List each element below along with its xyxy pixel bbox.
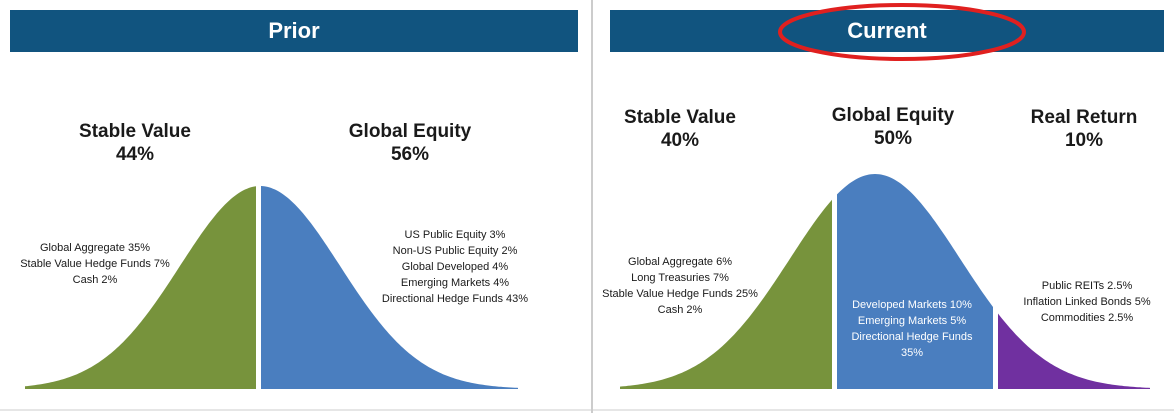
panel-title: Current bbox=[847, 18, 927, 43]
item: Global Aggregate 35% bbox=[39, 242, 151, 254]
group-heading: Global Equity 56% bbox=[349, 120, 471, 166]
group-heading: Real Return 10% bbox=[1031, 106, 1138, 152]
group-heading: Stable Value 40% bbox=[624, 106, 736, 152]
group-name: Real Return bbox=[1030, 107, 1138, 128]
group-name: Global Equity bbox=[348, 121, 472, 142]
header-bar bbox=[610, 10, 1164, 52]
item: Directional Hedge Funds 43% bbox=[381, 293, 529, 305]
item: Long Treasuries 7% bbox=[631, 272, 729, 284]
item: Public REITs 2.5% bbox=[1041, 280, 1133, 292]
curve-segment bbox=[25, 186, 256, 389]
curve-segment bbox=[620, 199, 832, 389]
group-name: Stable Value bbox=[624, 107, 736, 128]
group-share: 10% bbox=[1064, 130, 1104, 151]
item: Cash 2% bbox=[72, 274, 118, 286]
group-name: Stable Value bbox=[79, 121, 191, 142]
group-name: Global Equity bbox=[831, 105, 955, 126]
group-share: 50% bbox=[873, 128, 913, 149]
curve-segment bbox=[261, 186, 518, 389]
group-heading: Global Equity 50% bbox=[832, 104, 954, 150]
curve-segment bbox=[837, 174, 993, 389]
group-share: 44% bbox=[115, 144, 155, 165]
group-share: 40% bbox=[660, 130, 700, 151]
item: Global Aggregate 6% bbox=[628, 256, 732, 268]
item-list: Global Aggregate 35% Stable Value Hedge F… bbox=[20, 240, 170, 288]
item-list: US Public Equity 3% Non-US Public Equity … bbox=[382, 227, 528, 307]
item: US Public Equity 3% bbox=[404, 229, 506, 241]
item: Directional Hedge Funds 35% bbox=[851, 331, 973, 359]
group-share: 56% bbox=[390, 144, 430, 165]
item: Emerging Markets 4% bbox=[400, 277, 510, 289]
item: Cash 2% bbox=[657, 304, 703, 316]
curve-segment bbox=[998, 313, 1150, 389]
item: Commodities 2.5% bbox=[1040, 312, 1134, 324]
item: Global Developed 4% bbox=[401, 261, 509, 273]
group-heading: Stable Value 44% bbox=[79, 120, 191, 166]
item: Developed Markets 10% bbox=[852, 299, 972, 311]
item-list: Global Aggregate 6% Long Treasuries 7% Sta… bbox=[602, 254, 758, 318]
header-bar bbox=[10, 10, 578, 52]
highlight-ellipse bbox=[778, 3, 1026, 61]
item-list: Public REITs 2.5% Inflation Linked Bonds … bbox=[1023, 278, 1150, 326]
panel-title: Prior bbox=[268, 18, 320, 43]
item: Emerging Markets 5% bbox=[857, 315, 967, 327]
item: Stable Value Hedge Funds 25% bbox=[602, 288, 758, 300]
item: Inflation Linked Bonds 5% bbox=[1023, 296, 1151, 308]
item: Non-US Public Equity 2% bbox=[392, 245, 518, 257]
item: Stable Value Hedge Funds 7% bbox=[20, 258, 170, 270]
item-list: Developed Markets 10% Emerging Markets 5%… bbox=[842, 297, 982, 361]
